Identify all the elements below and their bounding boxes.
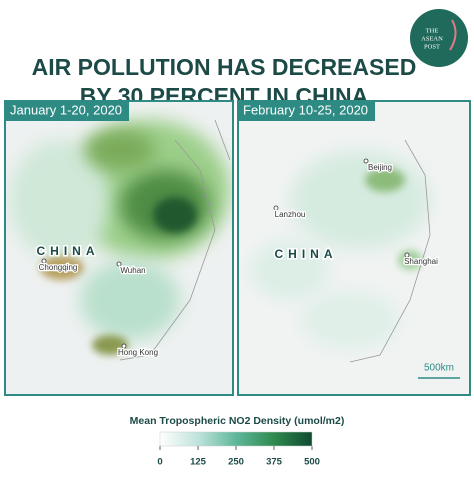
scale-label: 500km	[424, 363, 454, 374]
city-dot	[116, 261, 122, 267]
city-label: Beijing	[368, 163, 392, 172]
logo-text: THE	[426, 27, 439, 34]
panel-label: February 10-25, 2020	[243, 102, 368, 117]
labels: January 1-20, 2020 CHINA Chongqing Wuhan Hon…	[5, 101, 439, 358]
colorbar-tick-label: 375	[266, 457, 283, 468]
country-label: CHINA	[37, 244, 100, 258]
logo-text: ASEAN	[421, 35, 443, 42]
panel-label-bg	[238, 101, 376, 121]
city-label: Hong Kong	[118, 348, 158, 357]
city-dot	[404, 252, 410, 258]
city-dot	[121, 343, 127, 349]
legend-title: Mean Tropospheric NO2 Density (umol/m2)	[130, 415, 345, 427]
country-label: CHINA	[275, 247, 338, 261]
city-dot	[363, 158, 369, 164]
title-line: AIR POLLUTION HAS DECREASED	[32, 54, 417, 80]
city-label: Wuhan	[120, 266, 145, 275]
colorbar-tick-label: 125	[190, 457, 207, 468]
logo	[410, 9, 468, 67]
map-feb	[238, 101, 470, 395]
logo-text: POST	[424, 43, 440, 50]
city-label: Chongqing	[39, 263, 78, 272]
city-dot	[41, 258, 47, 264]
map-jan	[5, 101, 233, 395]
colorbar-tick-label: 0	[157, 457, 162, 468]
city-label: Lanzhou	[275, 210, 306, 219]
panel-label-bg	[5, 101, 130, 121]
colorbar-tick-label: 250	[228, 457, 244, 468]
panel-label: January 1-20, 2020	[10, 102, 122, 117]
city-label: Shanghai	[404, 257, 438, 266]
colorbar-tick-label: 500	[304, 457, 320, 468]
city-dot	[273, 205, 279, 211]
colorbar	[159, 431, 313, 447]
